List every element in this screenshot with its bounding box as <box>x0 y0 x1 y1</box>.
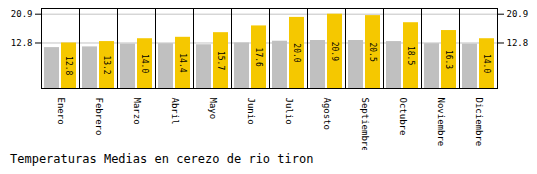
svg-text:Febrero: Febrero <box>94 98 104 136</box>
svg-text:12.8: 12.8 <box>64 56 73 75</box>
svg-text:Junio: Junio <box>246 98 256 125</box>
svg-text:20.0: 20.0 <box>292 43 301 62</box>
svg-text:17.6: 17.6 <box>254 48 263 67</box>
html-text:Temperaturas Medias en cerezo: Temperaturas Medias en cerezo de rio tir… <box>10 152 314 166</box>
svg-text:20.9: 20.9 <box>507 9 529 19</box>
svg-text:Octubre: Octubre <box>398 98 408 136</box>
svg-text:Diciembre: Diciembre <box>474 98 484 147</box>
svg-text:Abril: Abril <box>170 98 180 125</box>
svg-text:20.5: 20.5 <box>368 42 377 61</box>
svg-text:20.9: 20.9 <box>11 9 33 19</box>
svg-text:Agosto: Agosto <box>322 98 332 131</box>
svg-text:15.7: 15.7 <box>216 51 225 70</box>
svg-text:12.8: 12.8 <box>507 38 529 48</box>
svg-text:16.3: 16.3 <box>444 50 453 69</box>
svg-text:Septiembre: Septiembre <box>360 98 370 151</box>
svg-text:12.8: 12.8 <box>11 38 33 48</box>
svg-text:Mayo: Mayo <box>208 98 218 120</box>
svg-text:20.9: 20.9 <box>330 42 339 61</box>
svg-text:Enero: Enero <box>56 98 66 125</box>
svg-text:13.2: 13.2 <box>102 55 111 74</box>
svg-text:Noviembre: Noviembre <box>436 98 446 147</box>
svg-text:14.4: 14.4 <box>178 53 187 72</box>
svg-text:14.0: 14.0 <box>140 54 149 73</box>
svg-text:14.0: 14.0 <box>482 54 491 73</box>
svg-text:Marzo: Marzo <box>132 98 142 125</box>
svg-text:Julio: Julio <box>284 98 294 125</box>
svg-text:18.5: 18.5 <box>406 46 415 65</box>
